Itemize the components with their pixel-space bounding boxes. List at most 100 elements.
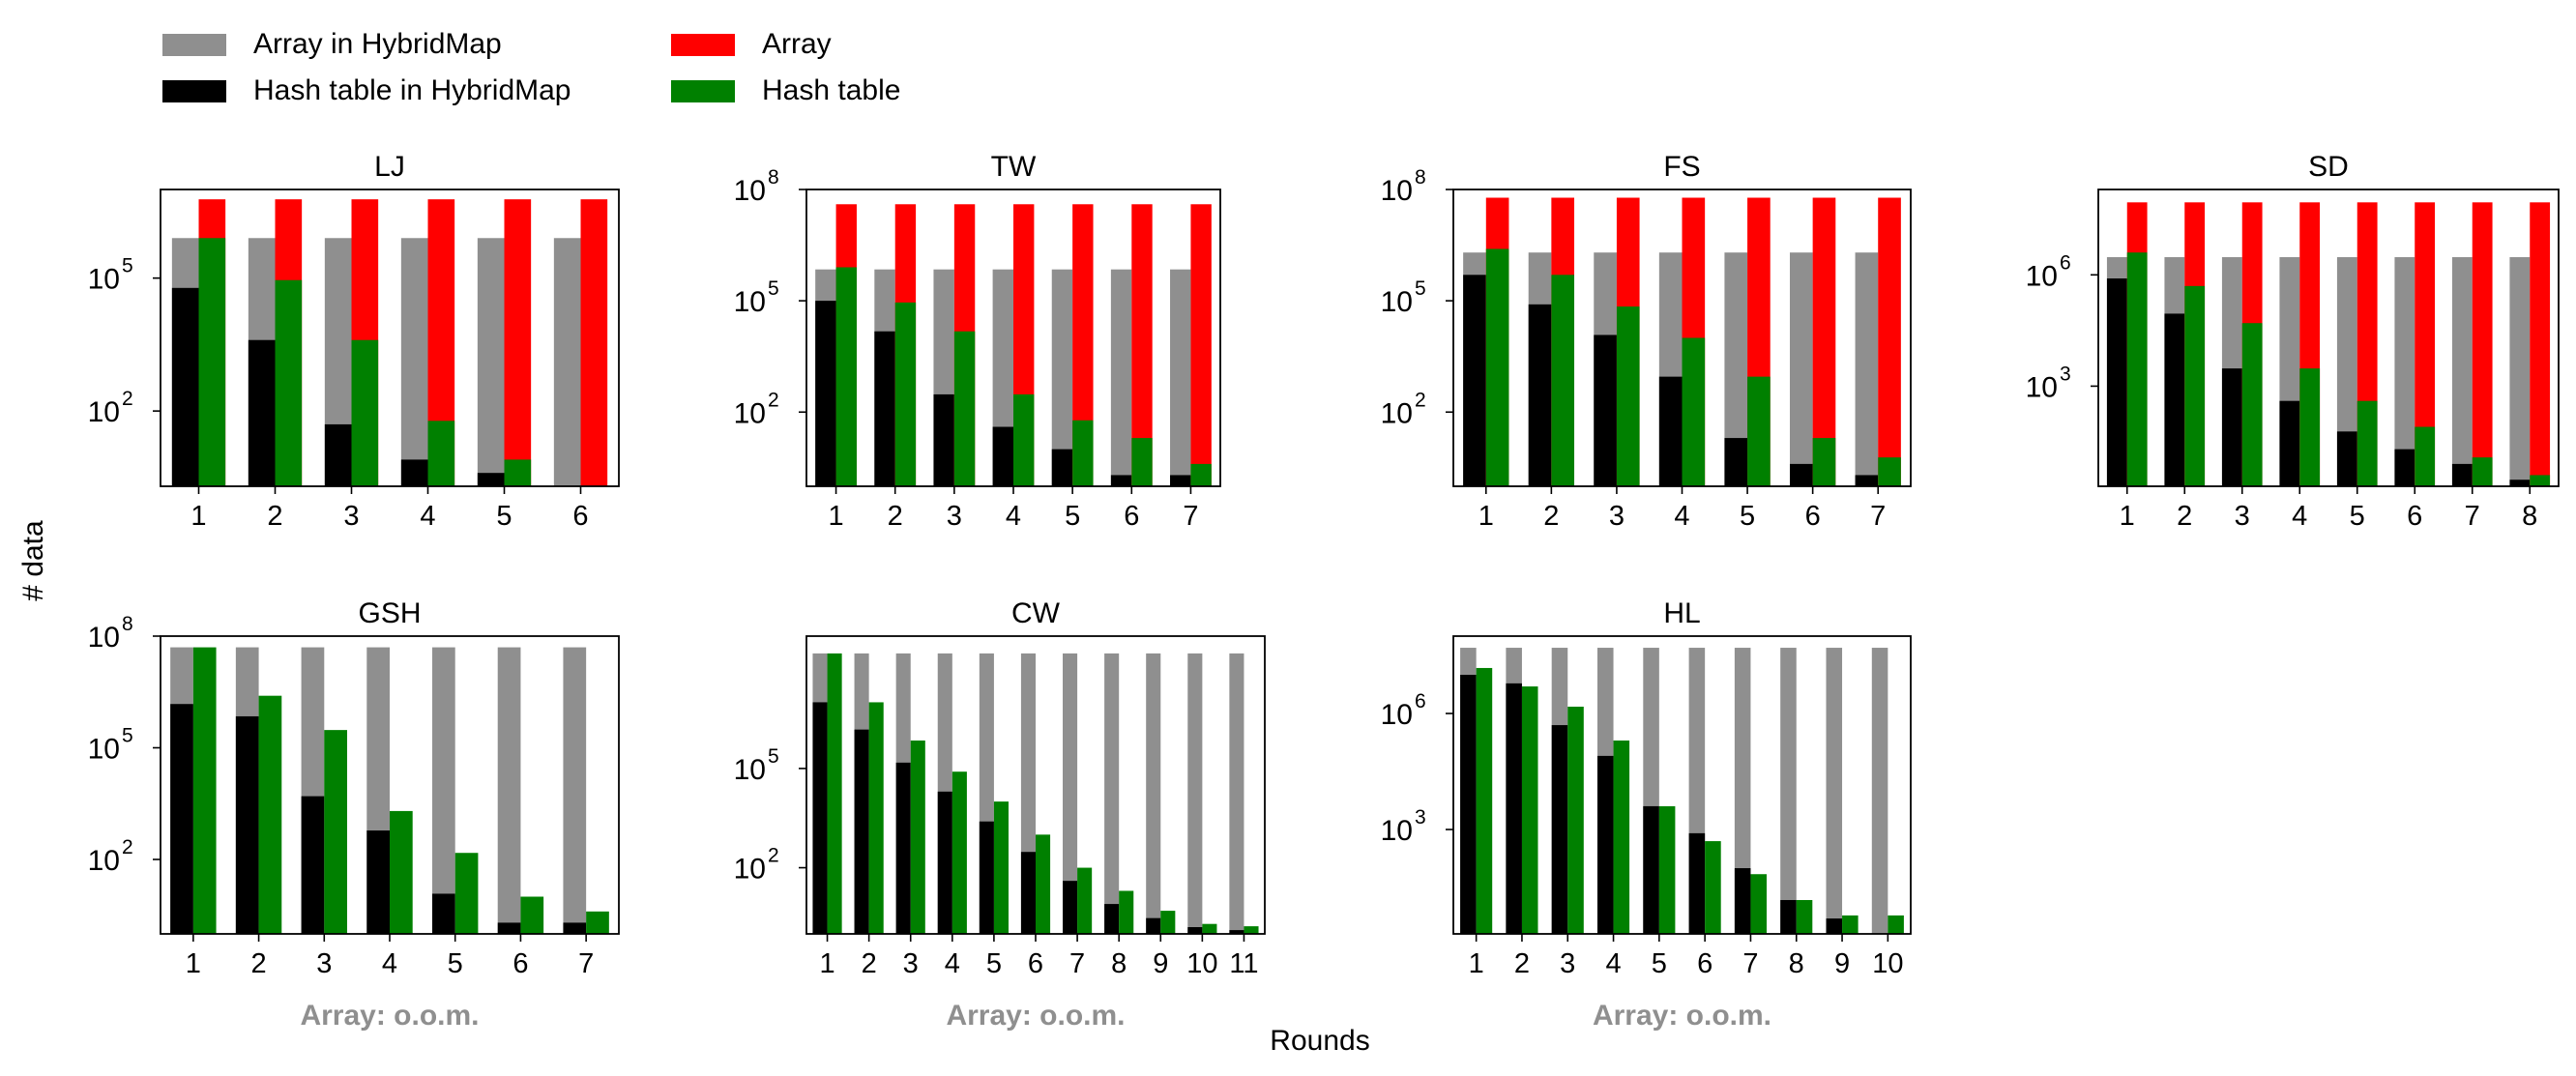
y-tick-label: 10 bbox=[1381, 286, 1413, 318]
bar-hash-table-hybridmap bbox=[1187, 927, 1203, 934]
bar-hash-table-hybridmap bbox=[1658, 376, 1683, 486]
axes-frame-cw bbox=[805, 635, 1266, 935]
x-tick-label: 7 bbox=[2465, 501, 2480, 532]
y-tick-exponent: 2 bbox=[1415, 389, 1426, 411]
y-tick-exponent: 8 bbox=[122, 613, 133, 635]
x-tick-label: 8 bbox=[2522, 501, 2537, 532]
bar-hash-table bbox=[324, 730, 347, 934]
bar-array-hybridmap bbox=[2451, 256, 2473, 486]
x-tick-label: 1 bbox=[2120, 501, 2135, 532]
y-tick-label: 10 bbox=[734, 175, 766, 207]
bar-hash-table bbox=[868, 702, 884, 934]
bar-array-hybridmap bbox=[1734, 648, 1751, 934]
x-tick-label: 7 bbox=[578, 948, 594, 979]
bar-hash-table bbox=[1036, 834, 1051, 934]
x-tick-label: 2 bbox=[1514, 948, 1530, 979]
bar-hash-table bbox=[198, 238, 226, 486]
bar-array-hybridmap bbox=[1146, 653, 1161, 934]
bar-hash-table bbox=[586, 911, 609, 934]
oom-note-cw: Array: o.o.m. bbox=[946, 1000, 1125, 1032]
bar-hash-table-hybridmap bbox=[497, 922, 521, 934]
bar-array-hybridmap bbox=[1051, 269, 1073, 486]
bar-array bbox=[504, 199, 532, 487]
x-tick-label: 3 bbox=[343, 501, 359, 532]
bar-hash-table bbox=[390, 810, 413, 934]
x-tick-label: 7 bbox=[1183, 501, 1198, 532]
bar-hash-table bbox=[827, 653, 842, 934]
bar-hash-table bbox=[2299, 368, 2321, 486]
x-tick-label: 6 bbox=[572, 501, 588, 532]
y-tick-exponent: 5 bbox=[768, 277, 779, 300]
bar-array bbox=[580, 199, 608, 487]
legend-label-hash-table: Hash table bbox=[762, 74, 901, 106]
bar-hash-table-hybridmap bbox=[815, 301, 836, 487]
bar-hash-table bbox=[192, 647, 217, 934]
bar-array-hybridmap bbox=[563, 647, 587, 934]
bar-hash-table bbox=[1551, 275, 1575, 486]
panel-title-cw: CW bbox=[1011, 597, 1061, 629]
bar-hash-table bbox=[2415, 426, 2436, 486]
bar-array-hybridmap bbox=[477, 238, 505, 486]
x-tick-label: 6 bbox=[1805, 501, 1821, 532]
bar-hash-table bbox=[427, 421, 455, 486]
bar-array bbox=[1072, 204, 1094, 486]
bar-hash-table bbox=[2184, 285, 2206, 486]
bar-hash-table bbox=[1682, 337, 1706, 486]
bar-array-hybridmap bbox=[1789, 252, 1813, 486]
y-tick-exponent: 2 bbox=[122, 388, 133, 410]
x-tick-label: 1 bbox=[819, 948, 834, 979]
legend-swatch-hash-table bbox=[671, 80, 735, 102]
panel-title-tw: TW bbox=[991, 151, 1037, 183]
bar-hash-table-hybridmap bbox=[248, 339, 276, 486]
x-tick-label: 2 bbox=[2177, 501, 2192, 532]
bar-hash-table-hybridmap bbox=[992, 426, 1013, 486]
bar-hash-table bbox=[1567, 706, 1584, 934]
bar-hash-table-hybridmap bbox=[1724, 438, 1748, 486]
bar-array bbox=[1878, 197, 1901, 486]
axes-frame-fs bbox=[1452, 189, 1912, 487]
bar-hash-table-hybridmap bbox=[400, 459, 428, 486]
x-tick-label: 6 bbox=[512, 948, 528, 979]
bar-hash-table bbox=[1658, 805, 1676, 934]
bar-hash-table bbox=[1747, 376, 1771, 486]
y-tick-exponent: 8 bbox=[768, 166, 779, 189]
axes-frame-lj bbox=[160, 189, 620, 487]
y-tick-exponent: 5 bbox=[768, 745, 779, 768]
bar-array bbox=[2530, 202, 2551, 486]
y-tick-exponent: 6 bbox=[1415, 690, 1426, 712]
legend-label-array: Array bbox=[762, 28, 832, 60]
bar-hash-table bbox=[1812, 438, 1836, 486]
bar-hash-table bbox=[993, 801, 1009, 934]
x-tick-label: 1 bbox=[186, 948, 201, 979]
bar-hash-table-hybridmap bbox=[1104, 904, 1120, 934]
bar-hash-table bbox=[1485, 248, 1509, 486]
axes-frame-sd bbox=[2097, 189, 2560, 487]
x-tick-label: 5 bbox=[448, 948, 463, 979]
bar-hash-table-hybridmap bbox=[1551, 725, 1568, 934]
x-tick-label: 10 bbox=[1872, 948, 1903, 979]
x-tick-label: 4 bbox=[945, 948, 960, 979]
y-tick-exponent: 3 bbox=[2060, 363, 2071, 385]
bar-hash-table bbox=[1476, 667, 1493, 934]
bar-hash-table bbox=[520, 896, 544, 934]
bar-hash-table bbox=[2530, 475, 2551, 486]
bar-hash-table-hybridmap bbox=[1110, 475, 1132, 486]
bar-array-hybridmap bbox=[1104, 653, 1120, 934]
bar-array-hybridmap bbox=[1855, 252, 1879, 486]
bar-hash-table bbox=[1077, 867, 1093, 934]
bar-hash-table-hybridmap bbox=[2451, 463, 2473, 486]
bar-hash-table-hybridmap bbox=[895, 762, 911, 934]
x-tick-label: 3 bbox=[1609, 501, 1625, 532]
legend-label-array-hybridmap: Array in HybridMap bbox=[253, 28, 502, 60]
axes-frame-gsh bbox=[160, 635, 620, 935]
x-tick-label: 4 bbox=[382, 948, 397, 979]
bar-array-hybridmap bbox=[553, 238, 581, 486]
bar-array-hybridmap bbox=[497, 647, 521, 934]
bar-array-hybridmap bbox=[1110, 269, 1132, 486]
bar-hash-table-hybridmap bbox=[1460, 675, 1477, 934]
bar-hash-table-hybridmap bbox=[1780, 899, 1797, 934]
y-tick-label: 10 bbox=[2026, 260, 2058, 292]
y-tick-exponent: 2 bbox=[122, 836, 133, 858]
y-tick-exponent: 6 bbox=[2060, 251, 2071, 274]
